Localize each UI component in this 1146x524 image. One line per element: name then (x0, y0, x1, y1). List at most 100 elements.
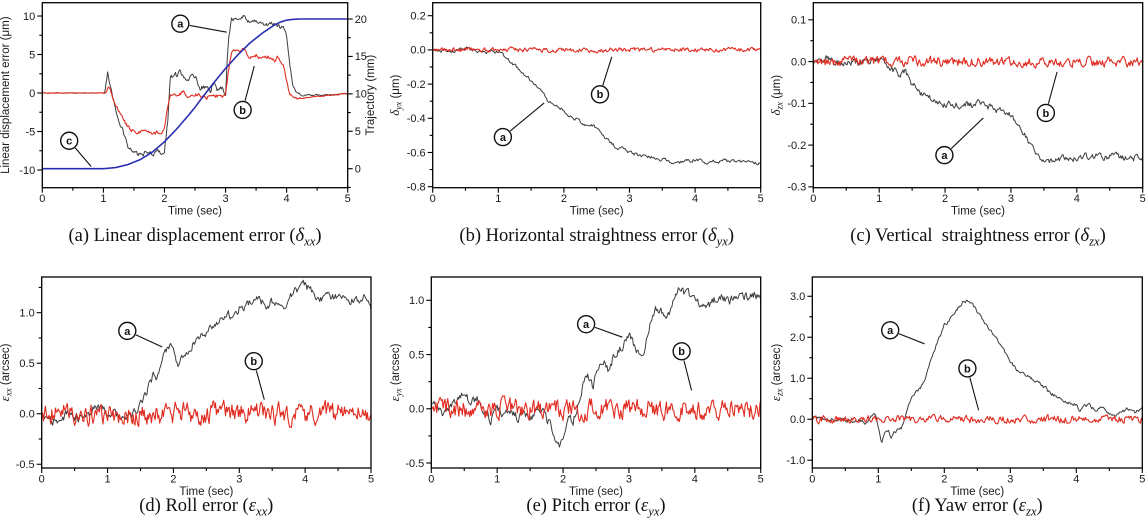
subplot-b-caption: (b) Horizontal straightness error (δyx) (459, 226, 734, 249)
svg-text:a: a (941, 150, 948, 162)
svg-text:-0.3: -0.3 (787, 182, 806, 194)
svg-text:0: 0 (355, 163, 361, 175)
svg-text:-5: -5 (26, 126, 36, 138)
svg-text:0.0: 0.0 (410, 45, 425, 57)
svg-text:b: b (250, 356, 257, 368)
subplot-c: 0 1 2 3 4 5 0.1 0.0 -0.1 -0.2 -0.3 Time (sec) δzx (μ… (764, 0, 1146, 262)
svg-text:-0.6: -0.6 (407, 147, 426, 159)
svg-text:1: 1 (875, 474, 881, 486)
svg-text:5: 5 (368, 474, 374, 486)
svg-text:3.0: 3.0 (790, 291, 805, 303)
subplot-f-caption: (f) Yaw error (εzx) (911, 496, 1043, 519)
svg-text:δzx (μm): δzx (μm) (768, 75, 785, 116)
svg-text:2: 2 (161, 193, 167, 205)
svg-text:0.5: 0.5 (409, 349, 424, 361)
svg-text:-10: -10 (19, 165, 35, 177)
svg-text:2: 2 (942, 193, 948, 205)
svg-text:-0.1: -0.1 (787, 98, 806, 110)
svg-text:a: a (500, 132, 507, 144)
svg-text:a: a (124, 326, 131, 338)
svg-text:5: 5 (758, 193, 764, 205)
subplot-b: 0 1 2 3 4 5 0.2 0.0 -0.2 -0.4 -0.6 -0.8 Time (sec) δy… (382, 0, 764, 262)
subplot-e-caption: (e) Pitch error (εyx) (526, 496, 666, 519)
svg-text:2.0: 2.0 (790, 332, 805, 344)
svg-text:1.0: 1.0 (409, 295, 424, 307)
svg-text:-0.8: -0.8 (407, 181, 426, 193)
svg-text:εyx (arcsec): εyx (arcsec) (387, 343, 404, 401)
svg-text:a: a (583, 319, 590, 331)
svg-text:4: 4 (284, 193, 290, 205)
svg-text:1: 1 (495, 193, 501, 205)
svg-text:δyx (μm): δyx (μm) (387, 74, 404, 115)
svg-text:1: 1 (876, 193, 882, 205)
svg-text:εxx (arcsec): εxx (arcsec) (0, 343, 14, 401)
svg-text:εzx (arcsec): εzx (arcsec) (768, 344, 785, 402)
svg-text:b: b (239, 105, 246, 117)
svg-text:0: 0 (430, 193, 436, 205)
svg-text:3: 3 (236, 474, 242, 486)
svg-text:-0.2: -0.2 (787, 140, 806, 152)
svg-text:15: 15 (355, 51, 367, 63)
svg-text:2: 2 (170, 474, 176, 486)
svg-text:Time (sec): Time (sec) (179, 486, 233, 498)
svg-text:Linear displacement error (μm): Linear displacement error (μm) (0, 16, 12, 174)
svg-text:10: 10 (355, 89, 367, 101)
svg-text:2: 2 (561, 193, 567, 205)
svg-text:0: 0 (39, 193, 45, 205)
subplot-f: 0 1 2 3 4 5 3.0 2.0 1.0 0.0 -1.0 Time (sec) εzx (arc… (764, 262, 1146, 524)
svg-text:-1.0: -1.0 (786, 455, 805, 467)
svg-text:2: 2 (560, 474, 566, 486)
subplot-a-plot: 0 1 2 3 4 5 10 5 0 -5 -10 20 15 10 5 0 Time (sec) Linear … (0, 2, 377, 218)
svg-text:-0.2: -0.2 (407, 79, 426, 91)
svg-text:3: 3 (1007, 474, 1013, 486)
svg-text:3: 3 (222, 193, 228, 205)
svg-text:5: 5 (345, 193, 351, 205)
svg-text:5: 5 (1139, 474, 1145, 486)
svg-text:-0.4: -0.4 (407, 113, 426, 125)
svg-text:0.1: 0.1 (791, 15, 806, 27)
svg-text:0: 0 (809, 474, 815, 486)
svg-text:b: b (678, 346, 685, 358)
svg-text:5: 5 (29, 49, 35, 61)
subplot-d: 0 1 2 3 4 5 1.0 0.5 0.0 -0.5 Time (sec) εxx (arcsec… (0, 262, 382, 524)
svg-text:0.0: 0.0 (790, 414, 805, 426)
svg-text:0: 0 (39, 474, 45, 486)
svg-text:5: 5 (355, 126, 361, 138)
svg-text:4: 4 (1074, 193, 1080, 205)
svg-text:a: a (887, 325, 894, 337)
subplot-e-plot: 0 1 2 3 4 5 1.0 0.5 0.0 -0.5 Time (sec) εyx (arcsec… (387, 276, 764, 498)
subplot-b-plot: 0 1 2 3 4 5 0.2 0.0 -0.2 -0.4 -0.6 -0.8 Time (sec) δy… (387, 2, 764, 218)
svg-text:0: 0 (428, 474, 434, 486)
svg-text:0: 0 (29, 88, 35, 100)
subplot-a-caption: (a) Linear displacement error (δxx) (68, 226, 322, 249)
svg-text:3: 3 (626, 193, 632, 205)
svg-text:b: b (597, 89, 604, 101)
svg-text:0.0: 0.0 (791, 56, 806, 68)
svg-text:0.5: 0.5 (19, 358, 34, 370)
svg-text:1.0: 1.0 (19, 307, 34, 319)
svg-text:-0.5: -0.5 (405, 458, 424, 470)
subplot-c-plot: 0 1 2 3 4 5 0.1 0.0 -0.1 -0.2 -0.3 Time (sec) δzx (μ… (768, 2, 1146, 218)
svg-text:4: 4 (692, 474, 698, 486)
svg-text:20: 20 (355, 14, 367, 26)
subplot-d-caption: (d) Roll error (εxx) (139, 496, 274, 519)
svg-text:1: 1 (100, 193, 106, 205)
svg-text:Time (sec): Time (sec) (168, 206, 222, 218)
svg-text:Time (sec): Time (sec) (569, 486, 623, 498)
subplot-e: 0 1 2 3 4 5 1.0 0.5 0.0 -0.5 Time (sec) εyx (arcsec… (382, 262, 764, 524)
svg-text:0: 0 (810, 193, 816, 205)
svg-text:b: b (1042, 108, 1049, 120)
svg-text:Time (sec): Time (sec) (570, 206, 624, 218)
svg-text:3: 3 (626, 474, 632, 486)
subplot-a: 0 1 2 3 4 5 10 5 0 -5 -10 20 15 10 5 0 Time (sec) Linear … (0, 0, 382, 262)
svg-text:5: 5 (1140, 193, 1146, 205)
svg-text:Time (sec): Time (sec) (951, 206, 1005, 218)
svg-text:1.0: 1.0 (790, 373, 805, 385)
svg-text:0.0: 0.0 (409, 404, 424, 416)
svg-text:Trajectory (mm): Trajectory (mm) (365, 55, 377, 136)
svg-text:c: c (66, 136, 72, 148)
svg-text:4: 4 (1073, 474, 1079, 486)
subplot-f-plot: 0 1 2 3 4 5 3.0 2.0 1.0 0.0 -1.0 Time (sec) εzx (arc… (768, 276, 1145, 498)
svg-text:4: 4 (302, 474, 308, 486)
